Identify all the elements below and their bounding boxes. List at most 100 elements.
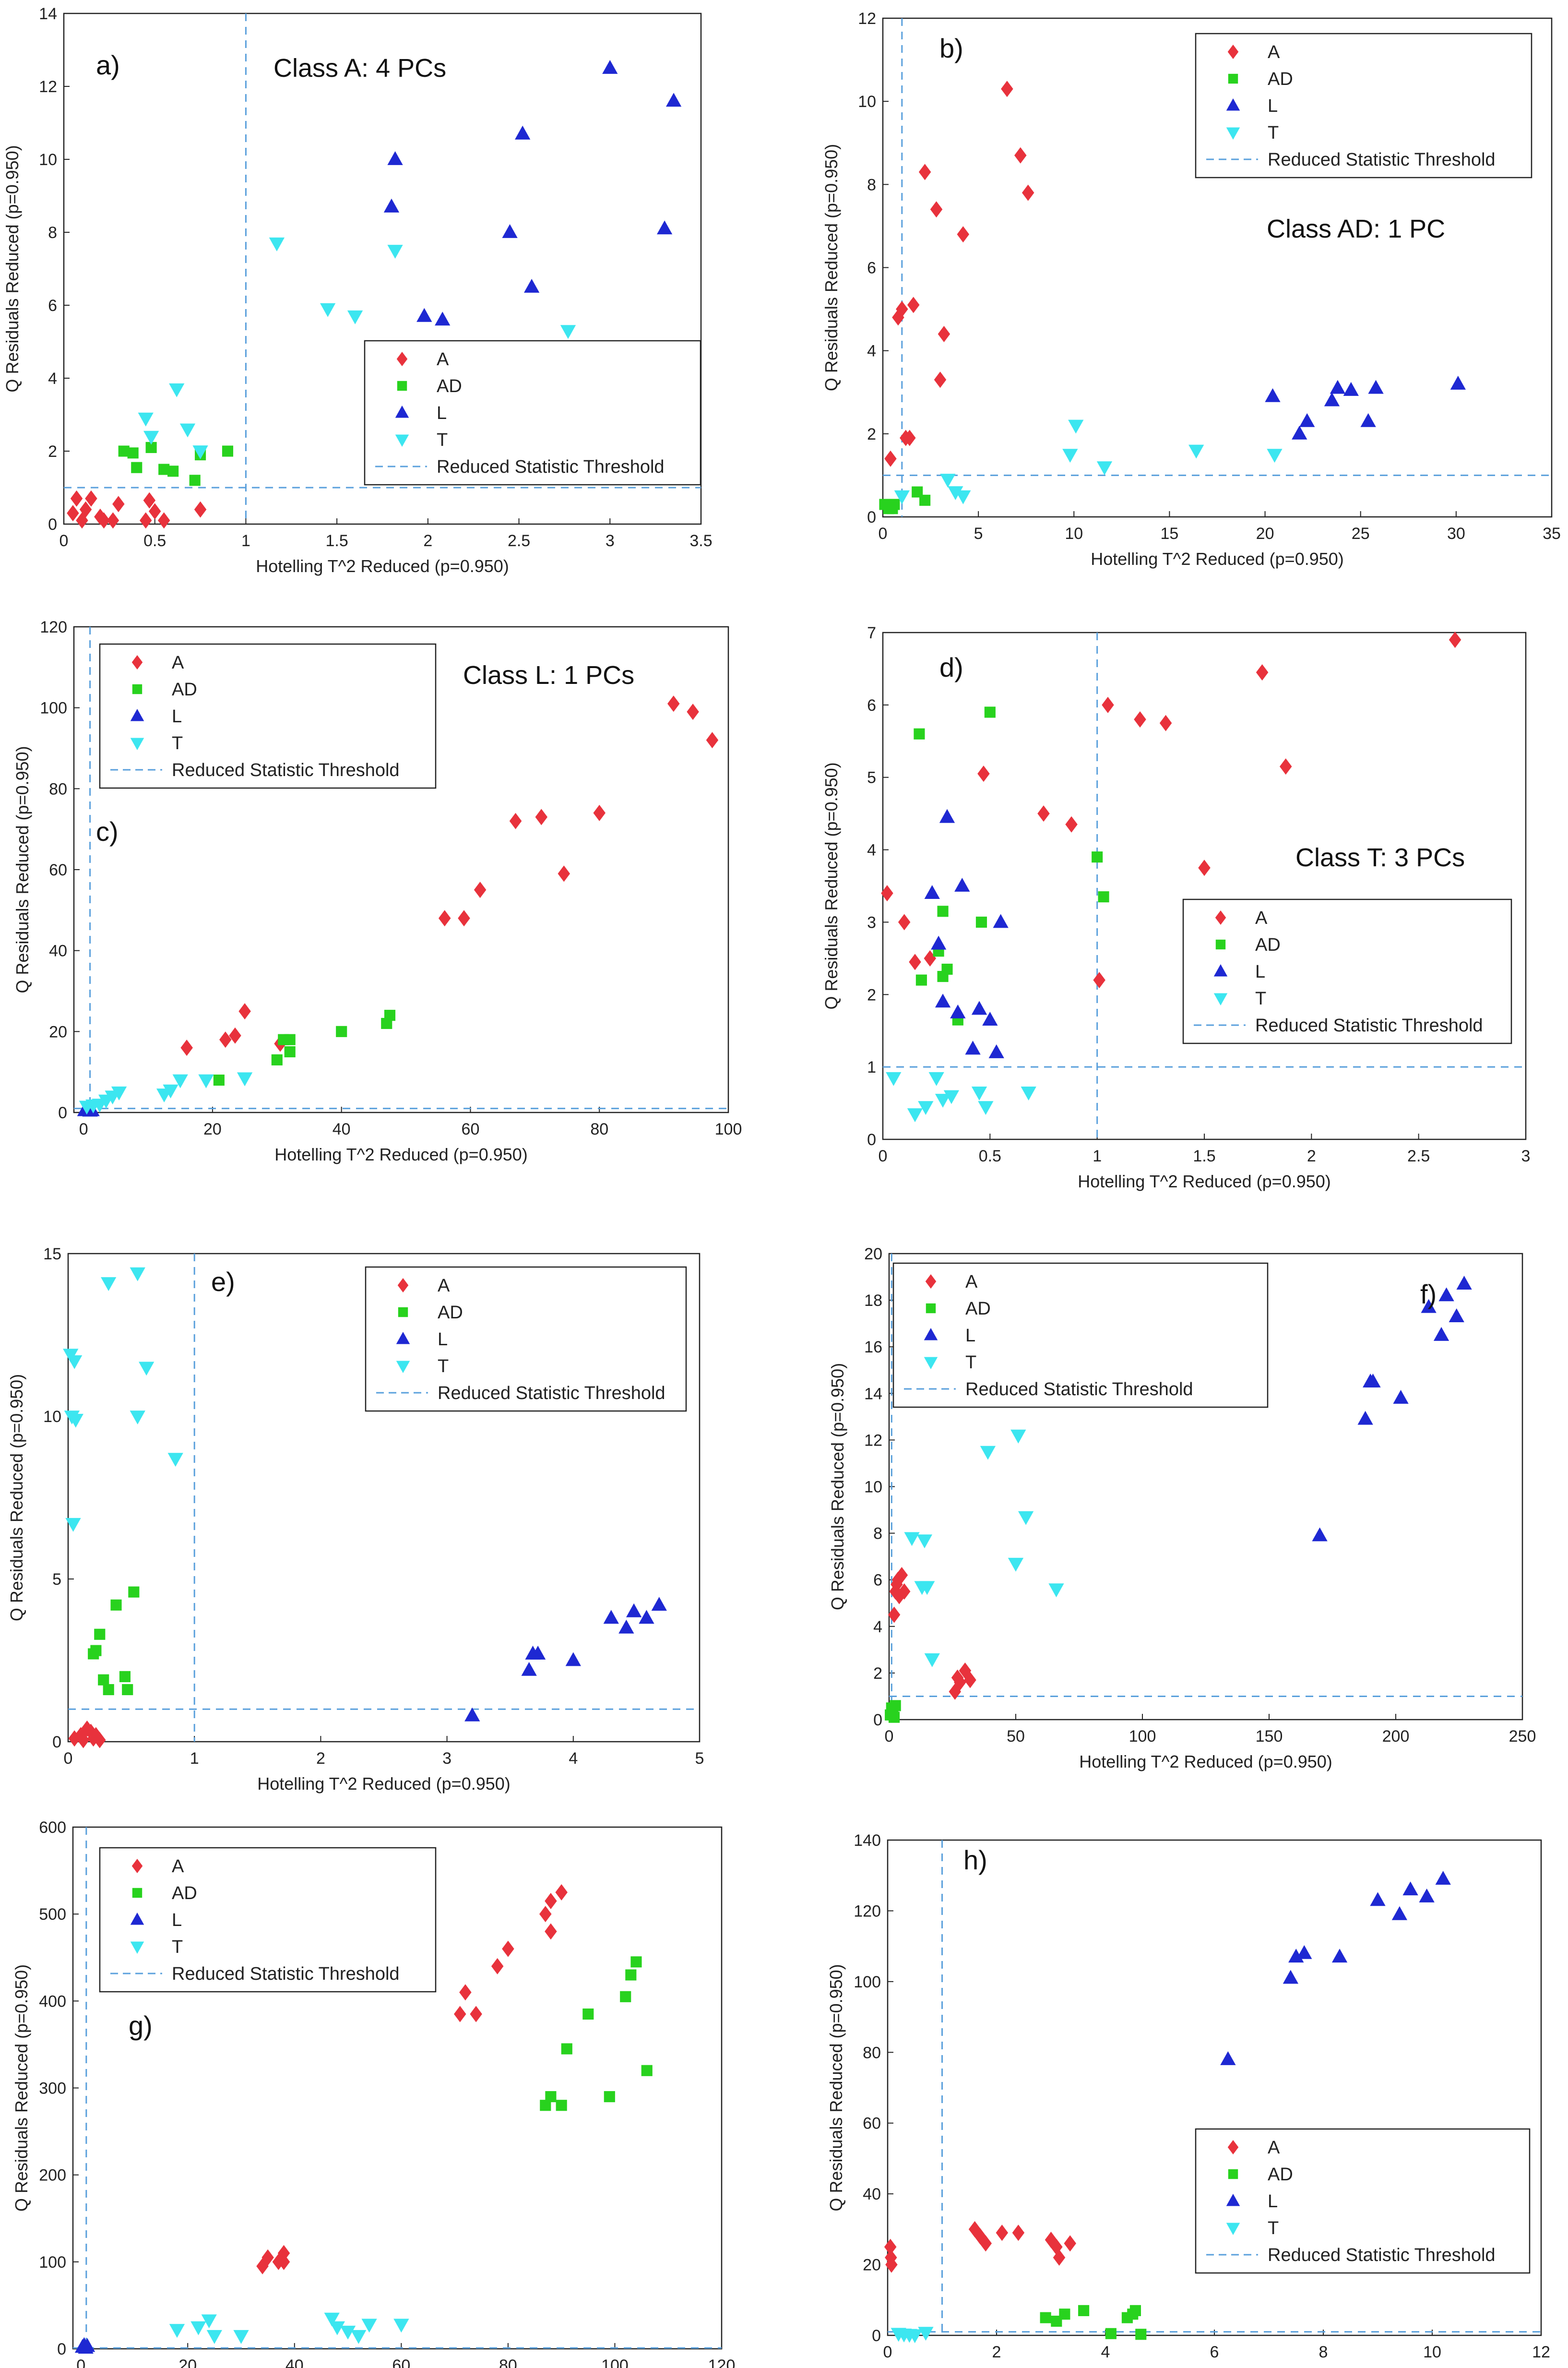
- y-tick-label: 60: [863, 2115, 881, 2133]
- legend-label-A: A: [438, 1276, 450, 1296]
- x-tick-label: 1: [1093, 1147, 1102, 1165]
- data-point-AD: [122, 1684, 133, 1696]
- data-point-T: [894, 490, 910, 504]
- data-point-L: [1402, 1881, 1418, 1896]
- x-tick-label: 30: [1447, 525, 1465, 543]
- x-tick-label: 80: [590, 1120, 608, 1138]
- legend-label-AD: AD: [438, 1303, 463, 1323]
- data-point-A: [219, 1031, 232, 1048]
- legend-label-AD: AD: [437, 376, 462, 396]
- data-point-A: [491, 1958, 504, 1974]
- data-point-T: [163, 1084, 178, 1099]
- data-point-T: [943, 1090, 960, 1104]
- y-tick-label: 40: [863, 2185, 881, 2203]
- data-point-T: [233, 2330, 249, 2344]
- data-point-A: [938, 326, 950, 343]
- legend-label-AD: AD: [172, 680, 197, 700]
- y-tick-label: 4: [48, 370, 57, 388]
- data-point-L: [1343, 382, 1359, 396]
- data-point-T: [1008, 1557, 1024, 1572]
- data-point-T: [919, 1581, 935, 1595]
- data-point-L: [1226, 2194, 1240, 2206]
- data-point-A: [898, 914, 911, 931]
- data-point-A: [1065, 816, 1078, 833]
- legend-label-L: L: [1255, 962, 1265, 982]
- y-tick-label: 20: [863, 2256, 881, 2274]
- data-point-AD: [1098, 891, 1109, 903]
- x-tick-label: 100: [715, 1120, 742, 1138]
- data-point-L: [530, 1645, 546, 1660]
- data-point-AD: [1228, 2169, 1238, 2179]
- data-point-T: [130, 1267, 145, 1281]
- data-point-L: [1456, 1276, 1472, 1290]
- data-point-A: [687, 704, 699, 720]
- data-point-L: [935, 993, 951, 1008]
- data-point-T: [67, 1355, 83, 1369]
- data-point-A: [1215, 910, 1226, 925]
- data-point-T: [201, 2314, 217, 2329]
- data-point-T: [324, 2312, 340, 2327]
- x-tick-label: 20: [203, 1120, 222, 1138]
- data-point-L: [665, 93, 682, 107]
- legend-label-A: A: [437, 349, 449, 370]
- x-tick-label: 0.5: [979, 1147, 1001, 1165]
- data-point-L: [387, 151, 403, 165]
- x-tick-label: 25: [1352, 525, 1370, 543]
- data-point-L: [565, 1652, 581, 1666]
- data-point-T: [396, 1361, 410, 1373]
- data-point-AD: [336, 1026, 347, 1037]
- data-point-T: [179, 423, 196, 438]
- data-point-A: [453, 2006, 466, 2022]
- y-tick-label: 2: [873, 1664, 882, 1683]
- data-point-A: [888, 1606, 901, 1623]
- data-point-T: [948, 486, 963, 501]
- legend-label-A: A: [1268, 42, 1280, 62]
- data-point-L: [1419, 1888, 1435, 1902]
- chart-panel-b: 0 5 10 15 20 25 30 35 0 2 4 6 8 10 12 Hotelling T^2 Red…: [821, 10, 1561, 569]
- data-point-L: [1438, 1287, 1454, 1302]
- x-tick-label: 6: [1210, 2343, 1219, 2361]
- data-point-L: [1330, 380, 1346, 394]
- legend-label-L: L: [965, 1326, 975, 1346]
- y-tick-label: 0: [872, 2327, 881, 2345]
- x-tick-label: 60: [392, 2356, 410, 2368]
- data-point-A: [898, 1583, 911, 1600]
- x-tick-label: 3: [606, 532, 615, 550]
- y-tick-label: 120: [854, 1902, 881, 1920]
- data-point-A: [925, 1274, 937, 1289]
- legend-threshold-label: Reduced Statistic Threshold: [172, 1964, 400, 1984]
- data-point-T: [143, 431, 159, 445]
- data-point-T: [269, 237, 285, 251]
- legend-threshold-label: Reduced Statistic Threshold: [437, 457, 665, 477]
- data-point-T: [395, 434, 409, 447]
- legend-label-AD: AD: [965, 1299, 991, 1319]
- y-tick-label: 12: [858, 10, 876, 28]
- y-tick-label: 80: [863, 2044, 881, 2062]
- data-point-T: [169, 2324, 185, 2338]
- data-point-T: [139, 1362, 154, 1376]
- data-point-T: [111, 1086, 127, 1100]
- data-point-L: [1331, 1949, 1348, 1963]
- data-point-AD: [545, 2091, 557, 2103]
- data-point-L: [618, 1619, 634, 1634]
- panel-label: a): [96, 50, 120, 80]
- x-tick-label: 250: [1509, 1727, 1536, 1746]
- legend-label-T: T: [437, 430, 448, 450]
- x-tick-label: 5: [695, 1749, 704, 1768]
- y-tick-label: 5: [52, 1570, 61, 1589]
- data-point-AD: [145, 442, 157, 453]
- data-point-L: [1393, 1390, 1409, 1404]
- legend-label-A: A: [1255, 908, 1268, 928]
- data-point-L: [1226, 98, 1240, 111]
- data-point-T: [1062, 449, 1078, 463]
- x-tick-label: 2.5: [1407, 1147, 1430, 1165]
- data-point-A: [934, 371, 947, 388]
- data-point-L: [1370, 1892, 1386, 1906]
- data-point-A: [885, 2256, 898, 2273]
- data-point-A: [458, 910, 470, 927]
- data-point-L: [464, 1707, 480, 1722]
- data-point-L: [416, 308, 432, 322]
- panel-label: c): [96, 816, 119, 847]
- legend-threshold-label: Reduced Statistic Threshold: [438, 1383, 665, 1403]
